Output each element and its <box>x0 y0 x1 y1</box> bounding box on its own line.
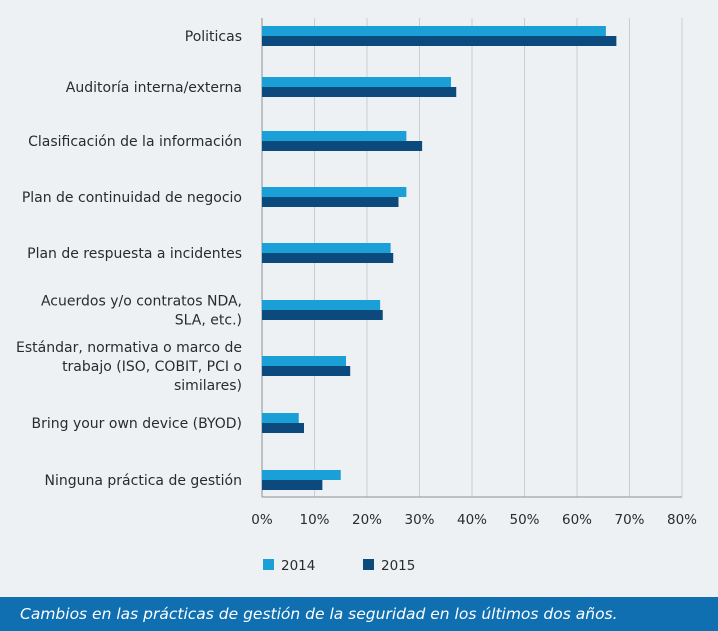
x-tick-labels: 0% 10% 20% 30% 40% 50% 60% 70% 80% <box>251 512 697 528</box>
bar-chart: Politicas Auditoría interna/externa Clasif… <box>16 18 697 574</box>
category-label: Plan de respuesta a incidentes <box>27 246 242 262</box>
x-tick-label: 70% <box>614 512 644 528</box>
bar-2015 <box>262 141 423 151</box>
legend-swatch-2014 <box>263 559 274 570</box>
x-tick-label: 80% <box>667 512 697 528</box>
bar-2014 <box>262 187 407 197</box>
bar-2014 <box>262 356 346 366</box>
bar-2014 <box>262 243 391 253</box>
category-label: Plan de continuidad de negocio <box>22 190 242 206</box>
category-label: Politicas <box>185 29 242 45</box>
legend-swatch-2015 <box>363 559 374 570</box>
bar-2015 <box>262 423 304 433</box>
category-label: Clasificación de la información <box>28 134 242 150</box>
x-tick-label: 10% <box>299 512 329 528</box>
x-tick-label: 20% <box>352 512 382 528</box>
bars <box>262 26 617 490</box>
x-tick-label: 30% <box>404 512 434 528</box>
x-tick-label: 40% <box>457 512 487 528</box>
legend: 2014 2015 <box>263 558 415 574</box>
x-tick-label: 60% <box>562 512 592 528</box>
bar-2015 <box>262 197 399 207</box>
category-label: Ninguna práctica de gestión <box>45 473 242 489</box>
x-tick-label: 0% <box>251 512 273 528</box>
legend-label-2014: 2014 <box>281 558 315 574</box>
bar-2014 <box>262 470 341 480</box>
bar-2015 <box>262 480 323 490</box>
bar-2014 <box>262 26 606 36</box>
bar-2014 <box>262 77 451 87</box>
bar-2014 <box>262 413 299 423</box>
bar-2015 <box>262 310 383 320</box>
bar-2015 <box>262 366 351 376</box>
bar-2015 <box>262 253 394 263</box>
bar-2014 <box>262 131 407 141</box>
x-tick-label: 50% <box>509 512 539 528</box>
figure-caption: Cambios en las prácticas de gestión de l… <box>0 597 718 631</box>
category-label: Acuerdos y/o contratos NDA, SLA, etc.) <box>41 294 242 329</box>
category-label: Auditoría interna/externa <box>66 80 242 96</box>
category-label: Bring your own device (BYOD) <box>31 416 242 432</box>
category-labels: Politicas Auditoría interna/externa Clasif… <box>16 29 242 489</box>
bar-2015 <box>262 36 617 46</box>
legend-label-2015: 2015 <box>381 558 415 574</box>
bar-2015 <box>262 87 457 97</box>
bar-2014 <box>262 300 381 310</box>
category-label: Estándar, normativa o marco de trabajo (I… <box>16 340 242 394</box>
